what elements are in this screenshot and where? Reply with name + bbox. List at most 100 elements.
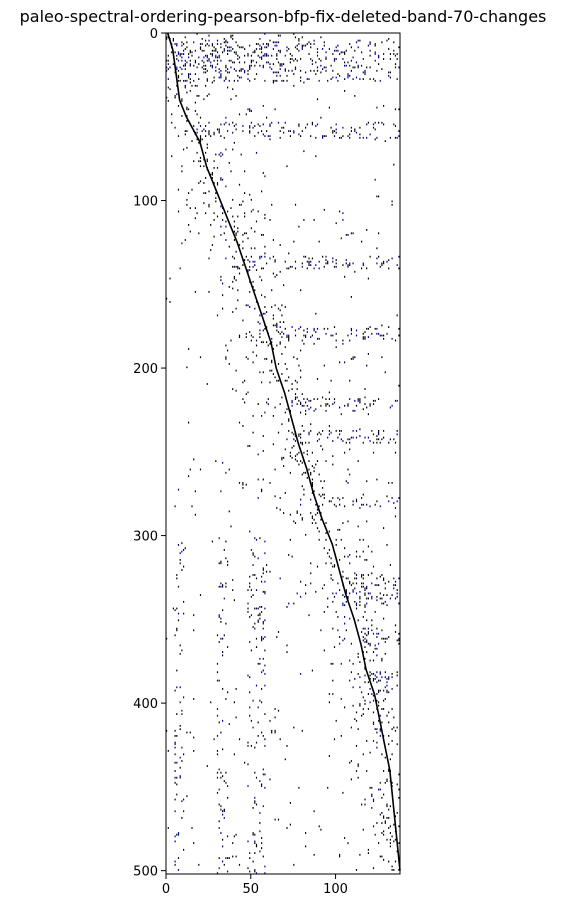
matrix-cell	[357, 66, 359, 69]
matrix-cell	[301, 36, 303, 39]
matrix-cell	[208, 93, 210, 96]
matrix-cell	[379, 265, 381, 268]
matrix-cell	[359, 538, 361, 541]
matrix-cell	[340, 538, 342, 541]
matrix-cell	[272, 79, 274, 82]
matrix-cell	[396, 314, 398, 317]
matrix-cell	[194, 490, 196, 493]
matrix-cell	[237, 44, 239, 47]
matrix-cell	[311, 334, 313, 337]
matrix-cell	[386, 803, 388, 806]
matrix-cell	[350, 46, 352, 49]
matrix-cell	[210, 135, 212, 137]
matrix-cell	[339, 589, 341, 591]
matrix-cell	[323, 44, 325, 47]
matrix-cell	[230, 339, 232, 342]
matrix-cell	[308, 468, 310, 471]
matrix-cell	[208, 39, 210, 42]
matrix-cell	[244, 232, 246, 235]
matrix-cell	[301, 393, 303, 395]
matrix-cell	[255, 803, 258, 806]
matrix-cell	[316, 512, 319, 514]
matrix-cell	[288, 130, 290, 132]
matrix-cell	[247, 54, 249, 57]
matrix-cell	[301, 729, 303, 732]
matrix-cell	[238, 482, 241, 484]
matrix-cell	[396, 589, 398, 591]
matrix-cell	[349, 580, 351, 583]
matrix-cell	[223, 232, 225, 235]
matrix-cell	[349, 136, 351, 139]
matrix-cell	[381, 753, 383, 756]
matrix-cell	[352, 704, 354, 707]
matrix-cell	[220, 178, 222, 181]
matrix-cell	[372, 721, 375, 724]
matrix-cell	[215, 200, 217, 203]
matrix-cell	[218, 679, 220, 682]
matrix-cell	[222, 810, 224, 813]
matrix-cell	[394, 66, 397, 69]
matrix-cell	[362, 639, 364, 642]
matrix-cell	[342, 791, 344, 794]
matrix-cell	[269, 778, 271, 781]
matrix-cell	[235, 265, 237, 268]
matrix-cell	[291, 401, 293, 404]
matrix-cell	[391, 869, 393, 871]
matrix-cell	[279, 136, 281, 139]
matrix-cell	[379, 79, 381, 82]
matrix-cell	[396, 433, 398, 436]
matrix-cell	[352, 503, 354, 506]
matrix-cell	[367, 336, 369, 338]
matrix-cell	[394, 515, 397, 518]
matrix-cell	[286, 379, 288, 382]
matrix-cell	[335, 131, 337, 134]
matrix-cell	[296, 592, 298, 595]
matrix-cell	[227, 835, 229, 838]
matrix-cell	[330, 126, 332, 129]
matrix-cell	[364, 73, 366, 75]
matrix-cell	[337, 629, 339, 632]
matrix-cell	[238, 334, 241, 337]
matrix-cell	[233, 275, 235, 278]
matrix-cell	[249, 676, 251, 679]
matrix-cell	[266, 54, 268, 57]
matrix-cell	[267, 61, 269, 64]
matrix-cell	[205, 84, 207, 87]
matrix-cell	[266, 262, 268, 265]
matrix-cell	[286, 49, 288, 52]
matrix-cell	[179, 552, 181, 555]
matrix-cell	[247, 108, 249, 111]
matrix-cell	[394, 125, 397, 127]
matrix-cell	[396, 639, 398, 642]
matrix-cell	[332, 497, 334, 499]
matrix-cell	[303, 398, 305, 400]
matrix-cell	[291, 388, 293, 390]
matrix-cell	[293, 602, 295, 605]
matrix-cell	[313, 39, 315, 42]
matrix-cell	[262, 43, 264, 45]
matrix-cell	[333, 564, 336, 566]
matrix-cell	[349, 262, 351, 265]
matrix-cell	[259, 48, 261, 50]
matrix-cell	[369, 49, 371, 52]
matrix-cell	[216, 63, 219, 65]
matrix-cell	[337, 79, 339, 82]
matrix-cell	[366, 634, 368, 637]
matrix-cell	[300, 326, 302, 328]
matrix-cell	[228, 245, 230, 248]
matrix-cell	[386, 495, 388, 498]
matrix-cell	[288, 602, 290, 605]
matrix-cell	[271, 289, 273, 292]
matrix-cell	[252, 860, 254, 863]
matrix-cell	[267, 54, 269, 57]
matrix-cell	[391, 835, 393, 838]
matrix-cell	[340, 51, 342, 54]
matrix-cell	[350, 584, 352, 586]
matrix-cell	[208, 44, 210, 47]
matrix-cell	[262, 54, 264, 57]
matrix-cell	[376, 671, 378, 674]
matrix-cell	[255, 741, 258, 744]
matrix-cell	[332, 131, 334, 134]
matrix-cell	[318, 438, 320, 441]
